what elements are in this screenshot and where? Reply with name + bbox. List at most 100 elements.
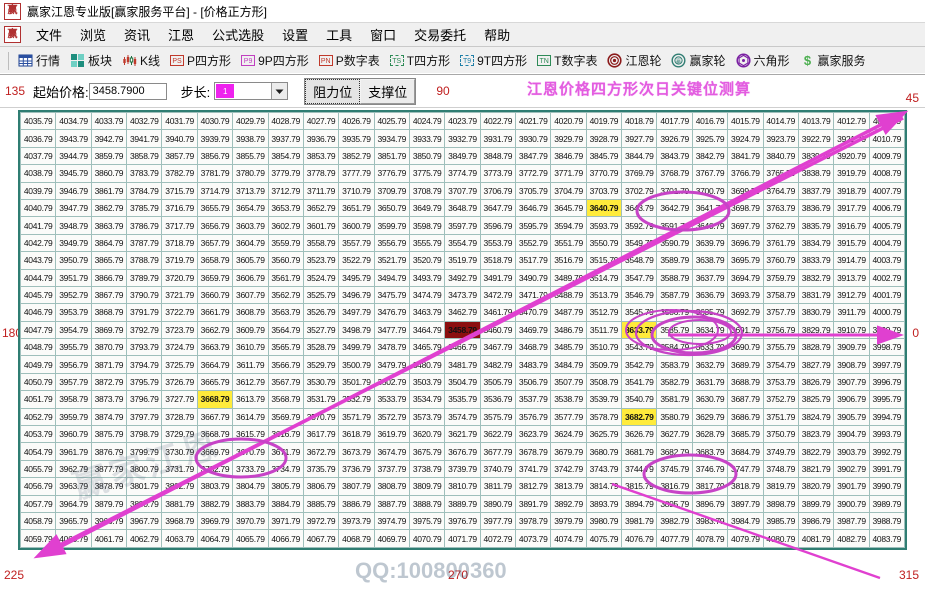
gann-cell[interactable]: 3929.79 bbox=[550, 129, 587, 148]
gann-cell[interactable]: 3934.79 bbox=[373, 129, 410, 148]
gann-cell[interactable]: 4020.79 bbox=[550, 111, 587, 131]
gann-cell[interactable]: 3652.79 bbox=[302, 198, 340, 218]
gann-cell[interactable]: 3512.79 bbox=[585, 303, 623, 322]
gann-cell[interactable]: 4061.79 bbox=[90, 529, 128, 548]
gann-cell[interactable]: 3791.79 bbox=[126, 303, 163, 322]
gann-cell[interactable]: 3870.79 bbox=[90, 338, 128, 357]
gann-cell[interactable]: 3857.79 bbox=[161, 146, 198, 166]
gann-cell[interactable]: 3973.79 bbox=[338, 511, 375, 531]
gann-cell[interactable]: 3538.79 bbox=[550, 390, 587, 409]
gann-cell[interactable]: 3573.79 bbox=[408, 407, 446, 427]
gann-cell[interactable]: 3499.79 bbox=[338, 338, 375, 357]
gann-cell[interactable]: 3757.79 bbox=[762, 303, 799, 322]
gann-cell[interactable]: 3932.79 bbox=[444, 129, 481, 148]
gann-cell[interactable]: 3467.79 bbox=[479, 338, 517, 357]
toolbar-button-t-square[interactable]: TS T四方形 bbox=[385, 51, 455, 70]
gann-cell[interactable]: 3866.79 bbox=[90, 268, 128, 287]
gann-cell[interactable]: 3745.79 bbox=[656, 459, 693, 479]
gann-cell[interactable]: 3689.79 bbox=[727, 355, 764, 374]
gann-cell[interactable]: 3502.79 bbox=[373, 372, 410, 392]
gann-cell[interactable]: 4080.79 bbox=[762, 529, 799, 548]
gann-cell[interactable]: 3594.79 bbox=[550, 216, 587, 235]
gann-cell[interactable]: 3940.79 bbox=[161, 129, 198, 148]
gann-cell[interactable]: 3779.79 bbox=[267, 164, 304, 183]
gann-cell[interactable]: 3637.79 bbox=[691, 268, 729, 287]
gann-cell[interactable]: 3485.79 bbox=[550, 338, 587, 357]
gann-cell[interactable]: 3937.79 bbox=[267, 129, 304, 148]
gann-cell[interactable]: 3549.79 bbox=[621, 233, 658, 253]
gann-cell[interactable]: 3548.79 bbox=[621, 251, 658, 270]
gann-cell[interactable]: 3859.79 bbox=[90, 146, 128, 166]
gann-cell[interactable]: 3642.79 bbox=[656, 198, 693, 218]
gann-cell[interactable]: 3741.79 bbox=[515, 459, 552, 479]
gann-cell[interactable]: 3878.79 bbox=[90, 477, 128, 496]
gann-cell[interactable]: 3790.79 bbox=[126, 285, 163, 305]
gann-cell[interactable]: 3543.79 bbox=[621, 338, 658, 357]
gann-cell[interactable]: 3701.79 bbox=[656, 181, 693, 200]
gann-cell[interactable]: 3480.79 bbox=[408, 355, 446, 374]
gann-cell[interactable]: 3904.79 bbox=[833, 425, 870, 444]
gann-cell[interactable]: 4052.79 bbox=[19, 407, 57, 427]
gann-cell[interactable]: 3971.79 bbox=[267, 511, 304, 531]
gann-cell[interactable]: 4045.79 bbox=[19, 285, 57, 305]
gann-cell[interactable]: 3946.79 bbox=[55, 181, 92, 200]
gann-cell[interactable]: 3620.79 bbox=[408, 425, 446, 444]
gann-cell[interactable]: 3996.79 bbox=[868, 372, 906, 392]
gann-cell[interactable]: 3809.79 bbox=[408, 477, 446, 496]
gann-cell[interactable]: 3920.79 bbox=[833, 146, 870, 166]
gann-cell[interactable]: 4007.79 bbox=[868, 181, 906, 200]
gann-cell[interactable]: 3968.79 bbox=[161, 511, 198, 531]
gann-cell[interactable]: 3640.79 bbox=[585, 198, 623, 218]
gann-cell[interactable]: 3909.79 bbox=[833, 338, 870, 357]
gann-cell[interactable]: 3763.79 bbox=[762, 198, 799, 218]
gann-cell[interactable]: 4063.79 bbox=[161, 529, 198, 548]
gann-cell[interactable]: 4055.79 bbox=[19, 459, 57, 479]
gann-cell[interactable]: 3928.79 bbox=[585, 129, 623, 148]
gann-cell[interactable]: 4036.79 bbox=[19, 129, 57, 148]
gann-cell[interactable]: 3714.79 bbox=[196, 181, 234, 200]
gann-cell[interactable]: 3821.79 bbox=[797, 459, 835, 479]
gann-cell[interactable]: 3641.79 bbox=[691, 198, 729, 218]
gann-cell[interactable]: 3735.79 bbox=[302, 459, 340, 479]
gann-cell[interactable]: 3969.79 bbox=[196, 511, 234, 531]
gann-cell[interactable]: 4075.79 bbox=[585, 529, 623, 548]
gann-cell[interactable]: 3702.79 bbox=[621, 181, 658, 200]
gann-cell[interactable]: 3478.79 bbox=[373, 338, 410, 357]
gann-cell[interactable]: 3615.79 bbox=[232, 425, 269, 444]
gann-cell[interactable]: 3707.79 bbox=[444, 181, 481, 200]
gann-cell[interactable]: 3744.79 bbox=[621, 459, 658, 479]
gann-cell[interactable]: 3773.79 bbox=[479, 164, 517, 183]
gann-cell[interactable]: 3948.79 bbox=[55, 216, 92, 235]
gann-cell[interactable]: 3749.79 bbox=[762, 442, 799, 461]
gann-cell[interactable]: 3474.79 bbox=[408, 285, 446, 305]
gann-cell[interactable]: 3831.79 bbox=[797, 285, 835, 305]
gann-cell[interactable]: 3788.79 bbox=[126, 251, 163, 270]
gann-cell[interactable]: 3990.79 bbox=[868, 477, 906, 496]
gann-cell[interactable]: 3630.79 bbox=[691, 390, 729, 409]
gann-cell[interactable]: 3732.79 bbox=[196, 459, 234, 479]
gann-cell[interactable]: 4011.79 bbox=[868, 111, 906, 131]
gann-cell[interactable]: 3924.79 bbox=[727, 129, 764, 148]
gann-cell[interactable]: 4019.79 bbox=[585, 111, 623, 131]
gann-cell[interactable]: 3766.79 bbox=[727, 164, 764, 183]
gann-cell[interactable]: 3559.79 bbox=[267, 233, 304, 253]
gann-cell[interactable]: 3610.79 bbox=[232, 338, 269, 357]
gann-cell[interactable]: 3611.79 bbox=[232, 355, 269, 374]
gann-cell[interactable]: 3758.79 bbox=[762, 285, 799, 305]
gann-cell[interactable]: 3810.79 bbox=[444, 477, 481, 496]
gann-cell[interactable]: 3944.79 bbox=[55, 146, 92, 166]
gann-cell[interactable]: 3916.79 bbox=[833, 216, 870, 235]
gann-cell[interactable]: 3987.79 bbox=[833, 511, 870, 531]
gann-cell[interactable]: 3925.79 bbox=[691, 129, 729, 148]
gann-cell[interactable]: 3710.79 bbox=[338, 181, 375, 200]
gann-cell[interactable]: 3486.79 bbox=[550, 320, 587, 340]
gann-cell[interactable]: 3527.79 bbox=[302, 320, 340, 340]
gann-cell[interactable]: 3832.79 bbox=[797, 268, 835, 287]
gann-cell[interactable]: 3570.79 bbox=[302, 407, 340, 427]
gann-cell[interactable]: 3784.79 bbox=[126, 181, 163, 200]
gann-cell[interactable]: 3614.79 bbox=[232, 407, 269, 427]
gann-cell[interactable]: 3828.79 bbox=[797, 338, 835, 357]
gann-cell[interactable]: 3977.79 bbox=[479, 511, 517, 531]
gann-cell[interactable]: 3687.79 bbox=[727, 390, 764, 409]
gann-cell[interactable]: 3603.79 bbox=[232, 216, 269, 235]
